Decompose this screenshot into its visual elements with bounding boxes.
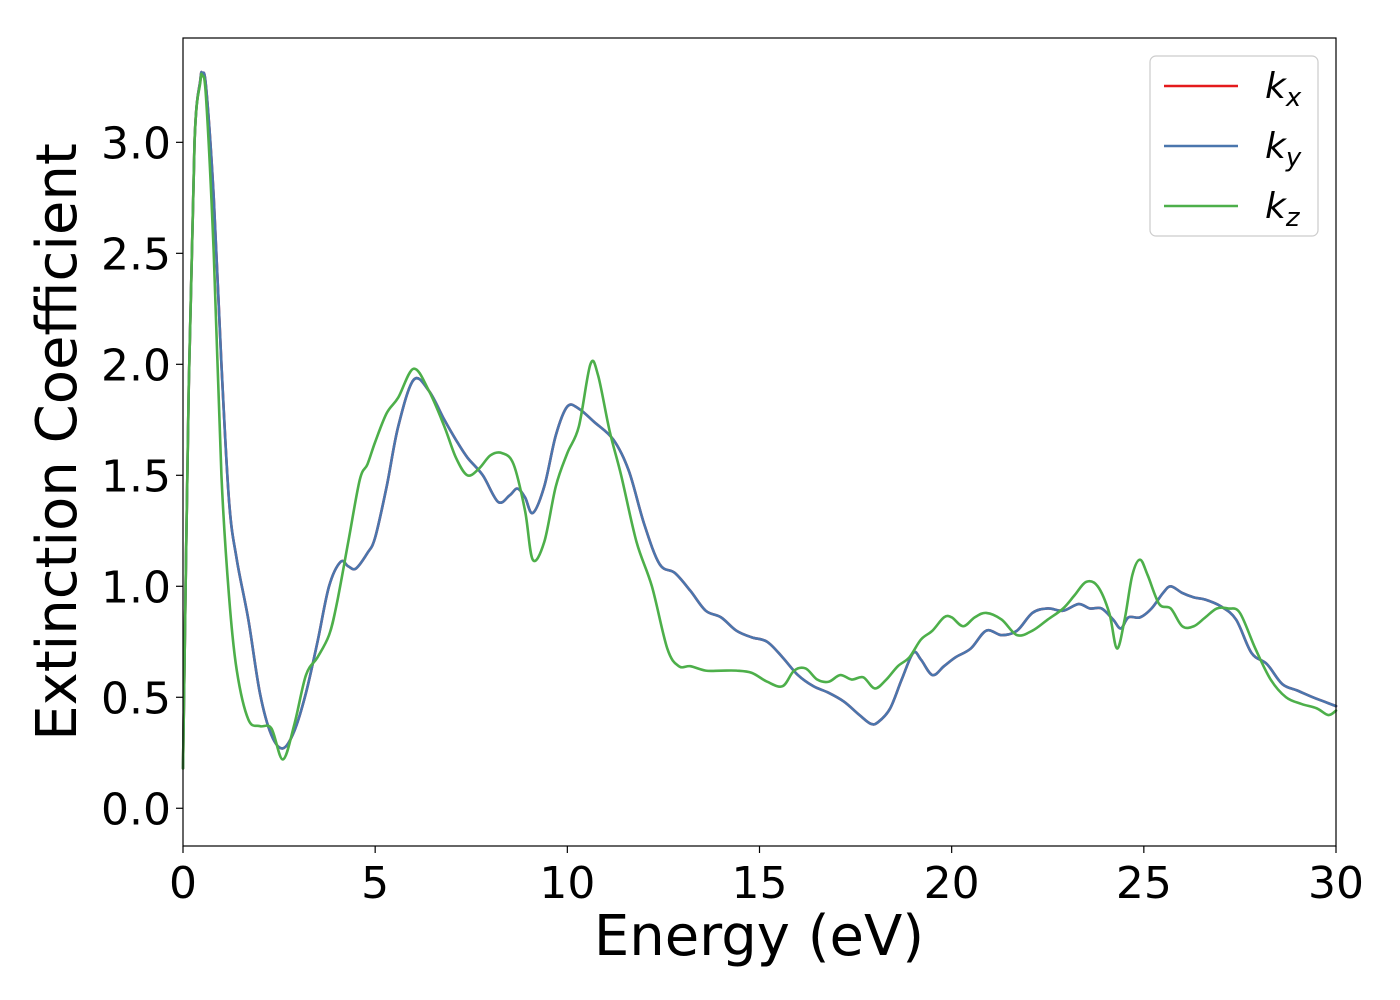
y-tick-label: 0.0 bbox=[101, 784, 171, 835]
legend-label-z: kz bbox=[1265, 186, 1301, 233]
x-tick-label: 0 bbox=[169, 858, 197, 909]
y-axis: 0.0 0.5 1.0 1.5 2.0 2.5 3.0 bbox=[101, 118, 183, 835]
y-tick-label: 1.5 bbox=[101, 451, 171, 502]
legend-label-y: ky bbox=[1265, 126, 1302, 173]
series-line-k-z bbox=[181, 72, 1338, 770]
y-axis-title: Extinction Coefficient bbox=[25, 143, 90, 741]
x-tick-label: 15 bbox=[732, 858, 788, 909]
legend: kx ky kz bbox=[1149, 55, 1319, 237]
legend-label-x: kx bbox=[1265, 66, 1302, 113]
x-tick-label: 25 bbox=[1116, 858, 1172, 909]
x-tick-label: 30 bbox=[1308, 858, 1364, 909]
x-tick-label: 5 bbox=[361, 858, 389, 909]
series-layer bbox=[181, 70, 1338, 770]
y-tick-label: 1.0 bbox=[101, 562, 171, 613]
y-tick-label: 2.0 bbox=[101, 340, 171, 391]
y-tick-label: 0.5 bbox=[101, 673, 171, 724]
x-tick-label: 20 bbox=[924, 858, 980, 909]
x-axis: 0 5 10 15 20 25 30 bbox=[169, 846, 1364, 909]
y-tick-label: 3.0 bbox=[101, 118, 171, 169]
x-tick-label: 10 bbox=[539, 858, 595, 909]
x-axis-title: Energy (eV) bbox=[594, 904, 924, 969]
y-tick-label: 2.5 bbox=[101, 229, 171, 280]
